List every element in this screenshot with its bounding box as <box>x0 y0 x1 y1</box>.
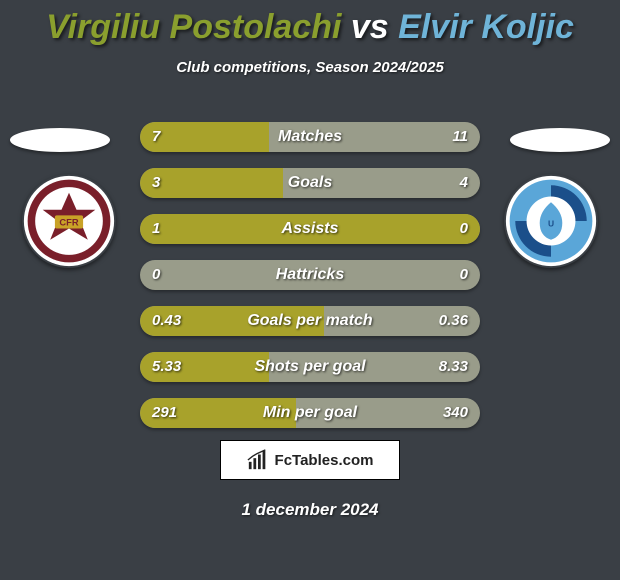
stat-value-left: 5.33 <box>152 352 181 382</box>
stat-row: Matches7 11 <box>140 122 480 152</box>
cfr-cluj-logo-icon: CFR <box>22 174 116 268</box>
stat-row: Assists1 0 <box>140 214 480 244</box>
stat-row: Goals per match0.43 0.36 <box>140 306 480 336</box>
stat-value-left: 3 <box>152 168 160 198</box>
stat-label: Min per goal <box>140 398 480 428</box>
stat-value-right: 0 <box>460 214 468 244</box>
stat-label: Matches <box>140 122 480 152</box>
stat-row: Min per goal291 340 <box>140 398 480 428</box>
stat-value-left: 7 <box>152 122 160 152</box>
stat-label: Assists <box>140 214 480 244</box>
stat-label: Hattricks <box>140 260 480 290</box>
stats-bars-container: Matches711Goals34Assists10Hattricks00Goa… <box>140 122 480 444</box>
stat-value-right: 11 <box>452 122 468 152</box>
subtitle: Club competitions, Season 2024/2025 <box>0 59 620 76</box>
player1-name: Virgiliu Postolachi <box>46 8 341 46</box>
player2-name: Elvir Koljic <box>398 8 574 46</box>
stat-row: Hattricks0 0 <box>140 260 480 290</box>
stat-label: Shots per goal <box>140 352 480 382</box>
stat-value-right: 0.36 <box>439 306 468 336</box>
bar-chart-icon <box>247 449 269 471</box>
stat-value-left: 0 <box>152 260 160 290</box>
universitatea-craiova-logo-icon: U <box>504 174 598 268</box>
stat-row: Goals3 4 <box>140 168 480 198</box>
stat-value-left: 291 <box>152 398 177 428</box>
svg-text:U: U <box>548 219 554 229</box>
stat-value-right: 340 <box>443 398 468 428</box>
decorative-ellipse-right <box>510 128 610 152</box>
stat-label: Goals <box>140 168 480 198</box>
stat-value-right: 4 <box>460 168 468 198</box>
footer-brand-box: FcTables.com <box>220 440 400 480</box>
stat-value-right: 8.33 <box>439 352 468 382</box>
stat-value-left: 1 <box>152 214 160 244</box>
stat-row: Shots per goal5.33 8.33 <box>140 352 480 382</box>
vs-text: vs <box>351 8 389 46</box>
date-text: 1 december 2024 <box>0 500 620 520</box>
stat-label: Goals per match <box>140 306 480 336</box>
decorative-ellipse-left <box>10 128 110 152</box>
team-logo-left: CFR <box>22 174 116 268</box>
stat-value-left: 0.43 <box>152 306 181 336</box>
footer-brand-text: FcTables.com <box>275 452 374 469</box>
stat-value-right: 0 <box>460 260 468 290</box>
comparison-title: Virgiliu Postolachi vs Elvir Koljic <box>0 0 620 47</box>
svg-text:CFR: CFR <box>59 217 78 228</box>
team-logo-right: U <box>504 174 598 268</box>
